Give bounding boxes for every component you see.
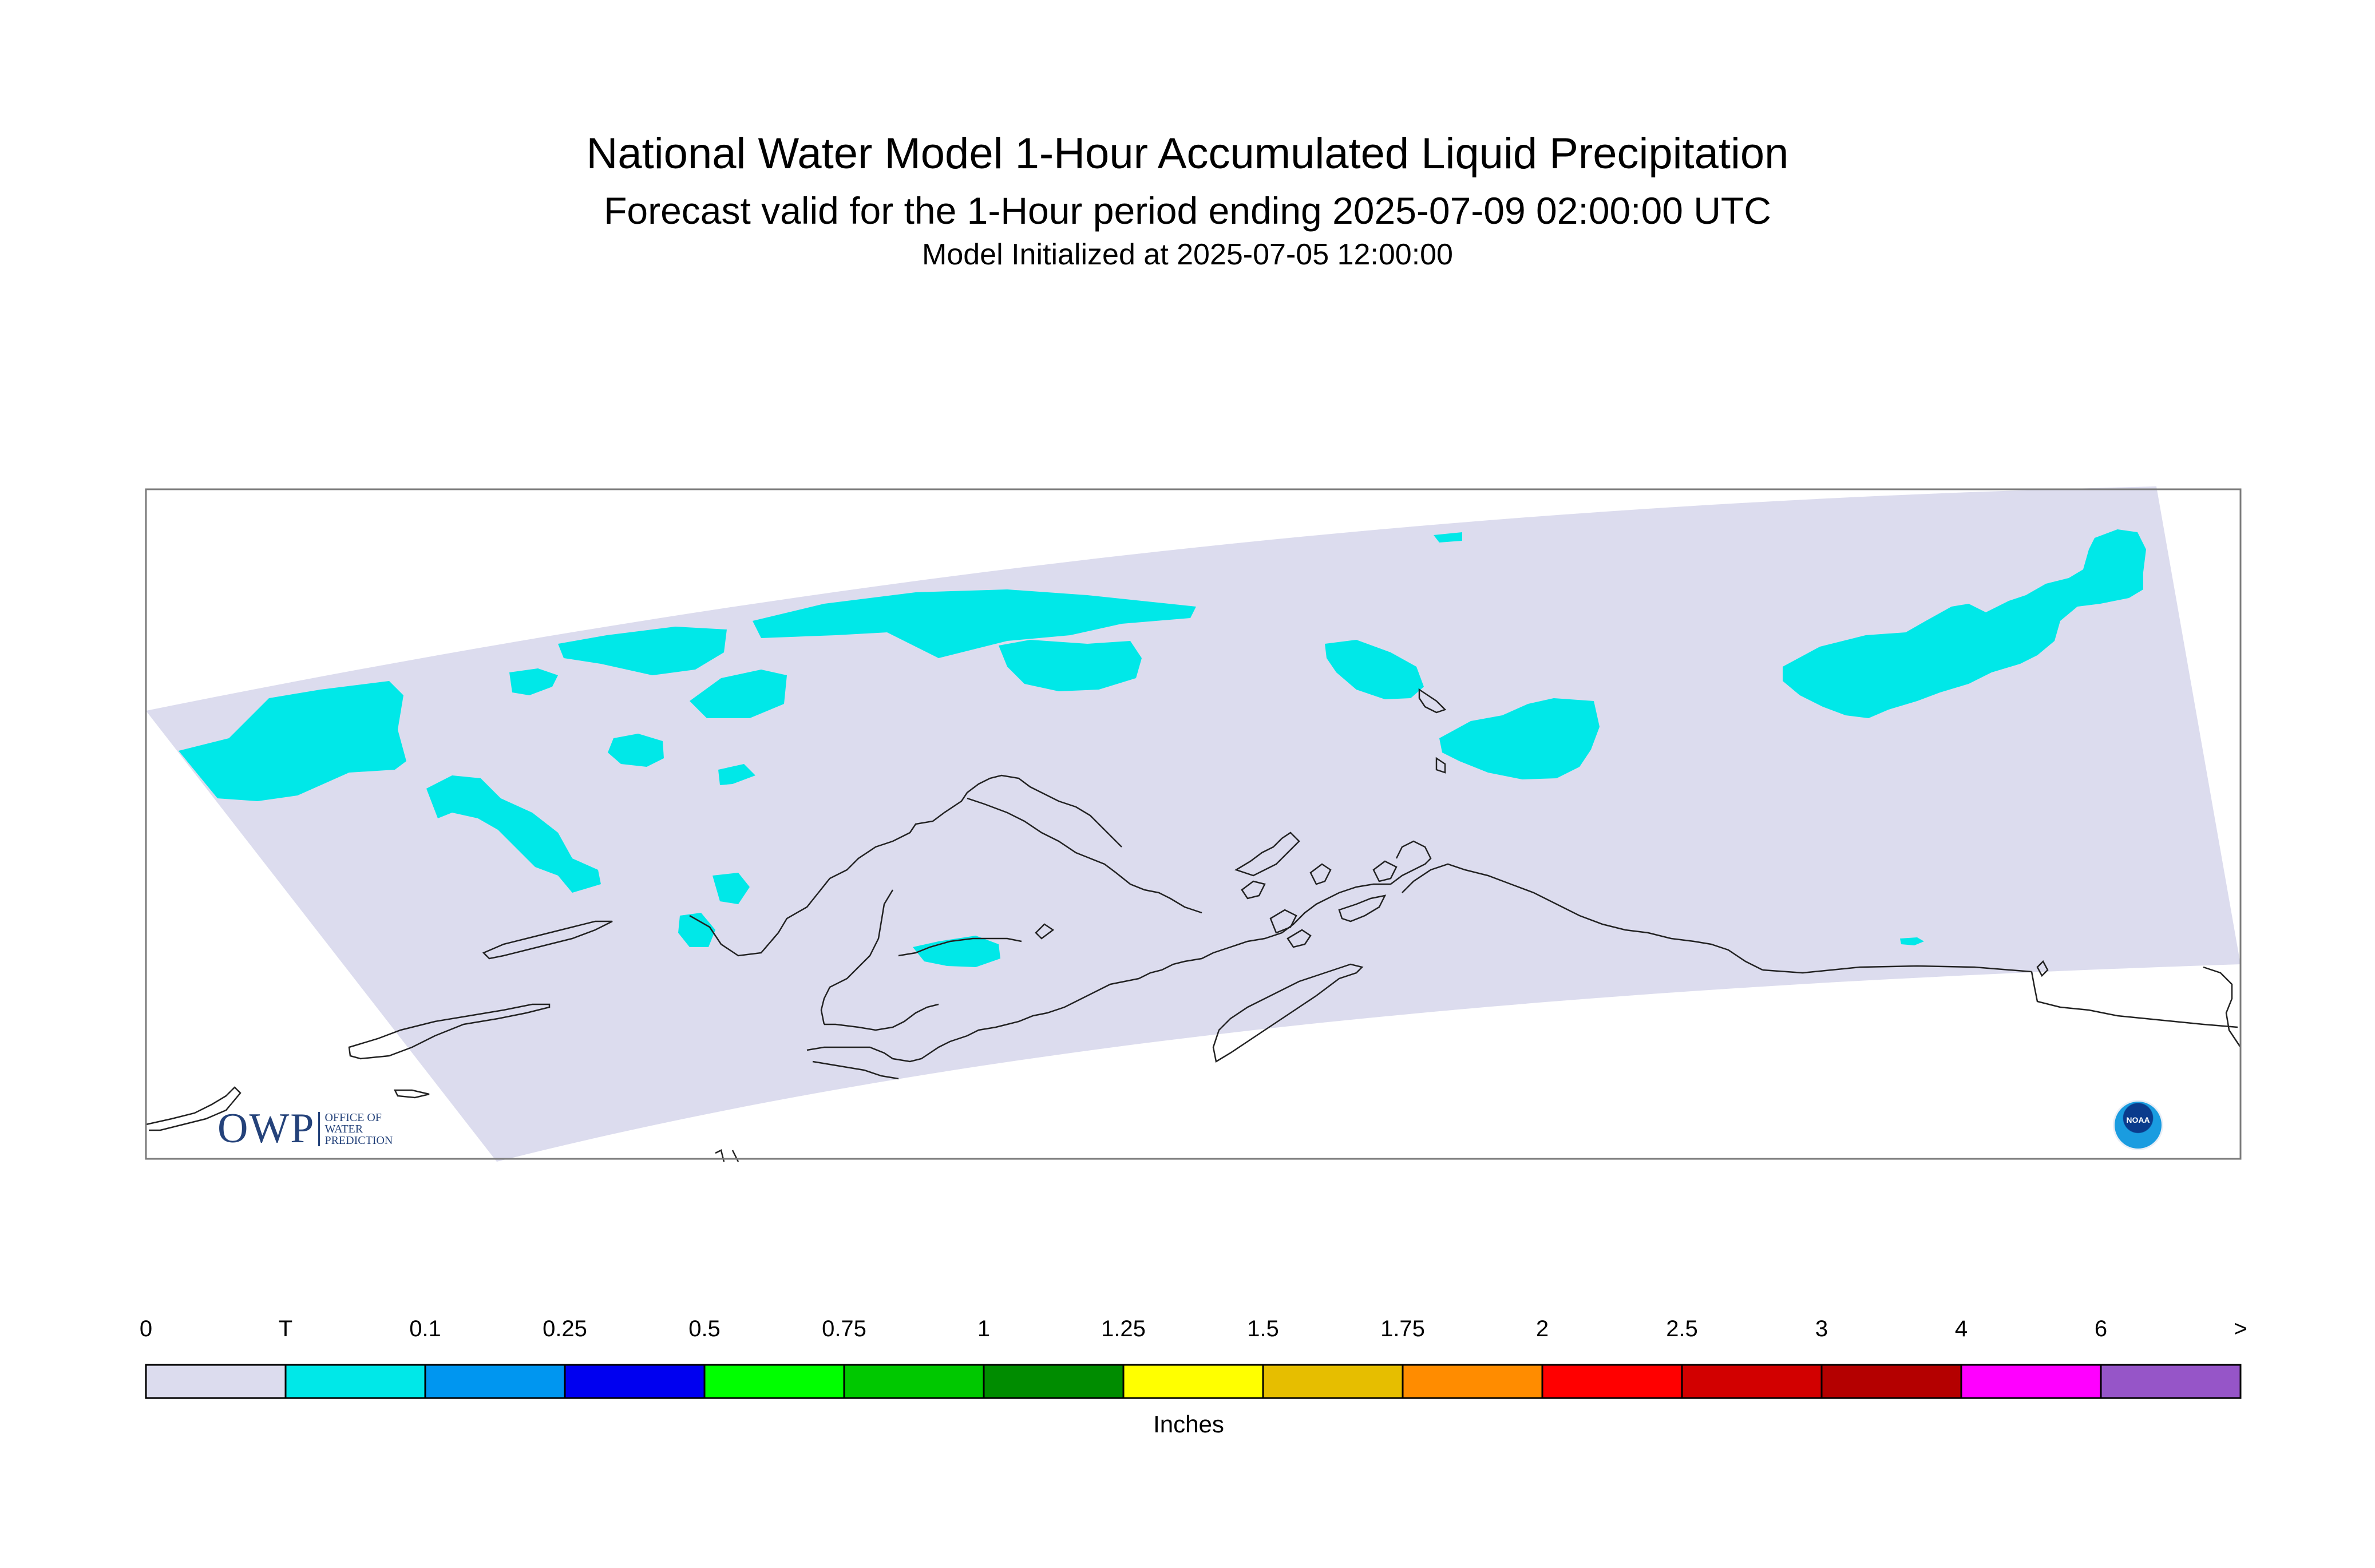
precip-area xyxy=(558,627,727,675)
precip-area xyxy=(712,873,750,904)
legend-swatch xyxy=(1541,1364,1683,1399)
coastline xyxy=(1390,840,1432,885)
precip-area xyxy=(608,734,664,767)
noaa-logo-text: NOAA xyxy=(2126,1115,2150,1124)
coastline xyxy=(824,1003,939,1031)
owp-logo-mark: OWP xyxy=(217,1105,315,1152)
coastline xyxy=(1309,863,1332,885)
map-title: National Water Model 1-Hour Accumulated … xyxy=(586,129,1789,178)
noaa-logo-icon: NOAA xyxy=(2113,1100,2163,1150)
legend-swatch xyxy=(424,1364,566,1399)
legend-swatch xyxy=(1960,1364,2102,1399)
coastlines xyxy=(145,688,2242,1162)
legend-swatch xyxy=(1402,1364,1543,1399)
legend-swatch xyxy=(564,1364,706,1399)
map-frame xyxy=(145,488,2242,1160)
model-init-time: Model Initialized at 2025-07-05 12:00:00 xyxy=(922,238,1453,271)
owp-logo-line: WATER xyxy=(324,1122,363,1135)
coastline xyxy=(1269,909,1297,934)
legend-tick-label: 3 xyxy=(1815,1316,1828,1341)
coastline xyxy=(348,1003,551,1060)
coastline xyxy=(689,774,1122,957)
coastline xyxy=(1138,883,1391,980)
owp-logo-line: OFFICE OF xyxy=(324,1111,382,1124)
legend-colorbar xyxy=(145,1364,2242,1399)
coastline xyxy=(2203,966,2242,1048)
precip-area xyxy=(913,936,1000,967)
legend-swatch xyxy=(284,1364,426,1399)
coastline xyxy=(393,1089,430,1099)
legend-swatch xyxy=(1820,1364,1962,1399)
coastline xyxy=(967,797,1202,914)
legend-swatch xyxy=(145,1364,287,1399)
precip-area xyxy=(678,913,715,947)
coastline xyxy=(820,889,894,1025)
coastline xyxy=(1372,860,1398,882)
owp-logo-icon: OWP OFFICE OF WATER PREDICTION xyxy=(217,1104,393,1153)
legend-tick-label: 1.5 xyxy=(1247,1316,1279,1341)
coastline xyxy=(1338,894,1387,922)
coastline xyxy=(1762,965,2032,974)
legend-swatch xyxy=(2100,1364,2242,1399)
coastline xyxy=(812,1060,899,1080)
legend-tick-label: 1.25 xyxy=(1101,1316,1146,1341)
owp-logo-line: PREDICTION xyxy=(324,1134,393,1147)
legend-units: Inches xyxy=(1153,1411,1224,1438)
coastline xyxy=(715,1149,739,1162)
coastline xyxy=(806,977,1139,1063)
precip-area xyxy=(179,681,406,801)
precip-area xyxy=(426,775,601,893)
precip-area xyxy=(1325,640,1424,699)
legend-tick-label: 2 xyxy=(1535,1316,1549,1341)
legend-tick-label: 0 xyxy=(139,1316,153,1341)
legend-swatch xyxy=(1262,1364,1404,1399)
precip-area xyxy=(509,668,558,695)
map-subtitle: Forecast valid for the 1-Hour period end… xyxy=(604,189,1771,232)
coastline xyxy=(2030,971,2238,1028)
coastline xyxy=(1234,831,1300,877)
legend-tick-label: 1 xyxy=(977,1316,991,1341)
precip-area xyxy=(753,589,1196,658)
coastline xyxy=(145,1086,242,1131)
coastline xyxy=(482,920,613,960)
legend-swatch xyxy=(983,1364,1125,1399)
precip-areas xyxy=(179,529,2146,967)
owp-logo-text: OFFICE OF WATER PREDICTION xyxy=(318,1111,393,1147)
legend-tick-label: 2.5 xyxy=(1666,1316,1698,1341)
legend-tick-label: 0.1 xyxy=(409,1316,441,1341)
coastline xyxy=(2036,960,2049,977)
legend-tick-label: 0.25 xyxy=(543,1316,587,1341)
precip-area xyxy=(1900,937,1924,945)
coastline xyxy=(1435,757,1446,774)
precip-area xyxy=(1783,529,2146,718)
legend-tick-label: 4 xyxy=(1954,1316,1968,1341)
legend-swatch xyxy=(703,1364,845,1399)
coastline xyxy=(1287,929,1312,948)
precip-area xyxy=(690,670,787,718)
legend-tick-label: 1.75 xyxy=(1380,1316,1425,1341)
legend-tick-label: > xyxy=(2234,1316,2247,1341)
coastline xyxy=(1241,880,1266,900)
precip-area xyxy=(999,640,1142,691)
legend-tick-label: 0.75 xyxy=(822,1316,866,1341)
legend-tick-label: 6 xyxy=(2094,1316,2108,1341)
coastline xyxy=(898,937,1022,957)
legend-swatch xyxy=(843,1364,985,1399)
coastline xyxy=(1402,863,1763,971)
precip-area xyxy=(718,764,755,785)
coastline xyxy=(1212,963,1364,1063)
legend-tick-label: T xyxy=(278,1316,293,1341)
precip-area xyxy=(1434,532,1462,543)
precip-area xyxy=(1439,698,1600,779)
legend-tick-label: 0.5 xyxy=(688,1316,721,1341)
legend-swatch xyxy=(1681,1364,1823,1399)
legend-swatch xyxy=(1122,1364,1264,1399)
coastline xyxy=(1418,688,1447,714)
coastline xyxy=(1035,923,1055,940)
model-domain xyxy=(146,486,2241,1162)
